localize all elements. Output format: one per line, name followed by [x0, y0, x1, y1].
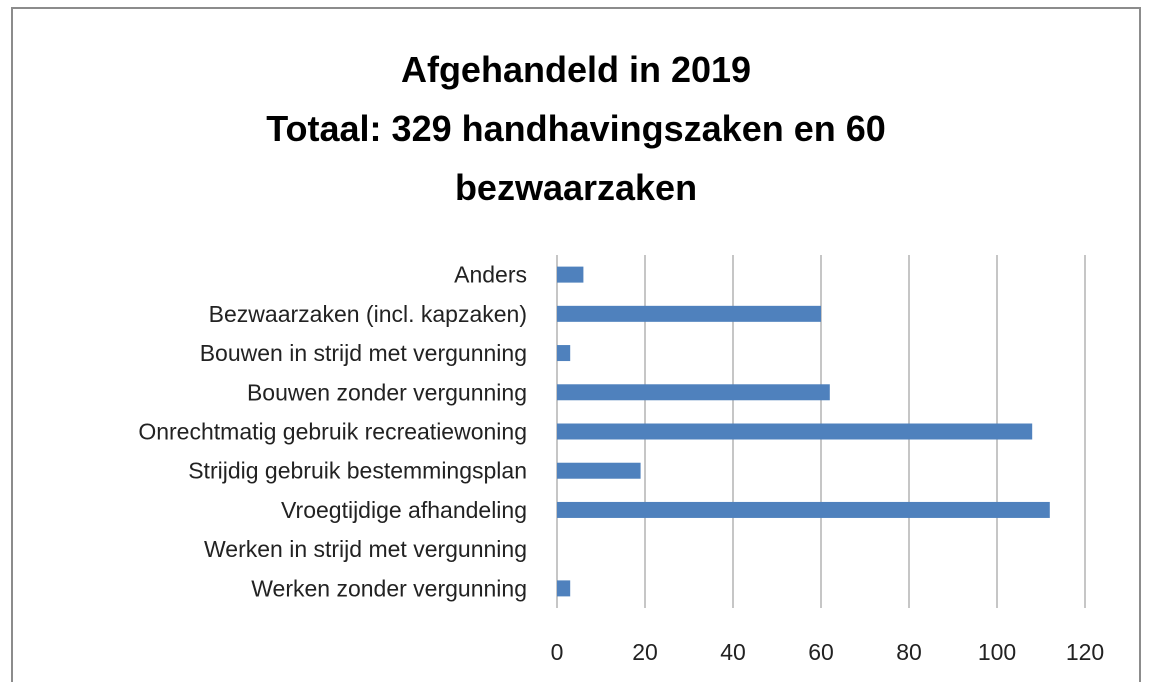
y-tick-label: Onrechtmatig gebruik recreatiewoning — [138, 419, 527, 445]
bar — [557, 384, 830, 401]
y-tick-label: Anders — [454, 262, 527, 288]
bar — [557, 423, 1033, 440]
x-tick-label: 100 — [978, 639, 1016, 665]
x-tick-label: 40 — [720, 639, 746, 665]
bar — [557, 305, 821, 322]
y-tick-label: Vroegtijdige afhandeling — [281, 497, 527, 523]
y-tick-label: Bouwen zonder vergunning — [247, 379, 527, 405]
x-tick-label: 60 — [808, 639, 834, 665]
bar — [557, 266, 584, 283]
bar — [557, 501, 1050, 518]
y-tick-label: Strijdig gebruik bestemmingsplan — [188, 458, 527, 484]
y-tick-label: Bouwen in strijd met vergunning — [200, 340, 527, 366]
y-tick-label: Bezwaarzaken (incl. kapzaken) — [209, 301, 527, 327]
bar — [557, 580, 571, 597]
bar — [557, 345, 571, 362]
x-tick-label: 80 — [896, 639, 922, 665]
x-tick-label: 120 — [1066, 639, 1104, 665]
chart-title: bezwaarzaken — [455, 167, 697, 208]
y-tick-label: Werken in strijd met vergunning — [204, 536, 527, 562]
x-tick-label: 0 — [551, 639, 564, 665]
y-tick-label: Werken zonder vergunning — [251, 575, 527, 601]
bar — [557, 462, 641, 479]
chart-title: Afgehandeld in 2019 — [401, 49, 751, 90]
x-tick-label: 20 — [632, 639, 658, 665]
chart-frame — [11, 7, 1141, 682]
chart-title: Totaal: 329 handhavingszaken en 60 — [266, 108, 886, 149]
